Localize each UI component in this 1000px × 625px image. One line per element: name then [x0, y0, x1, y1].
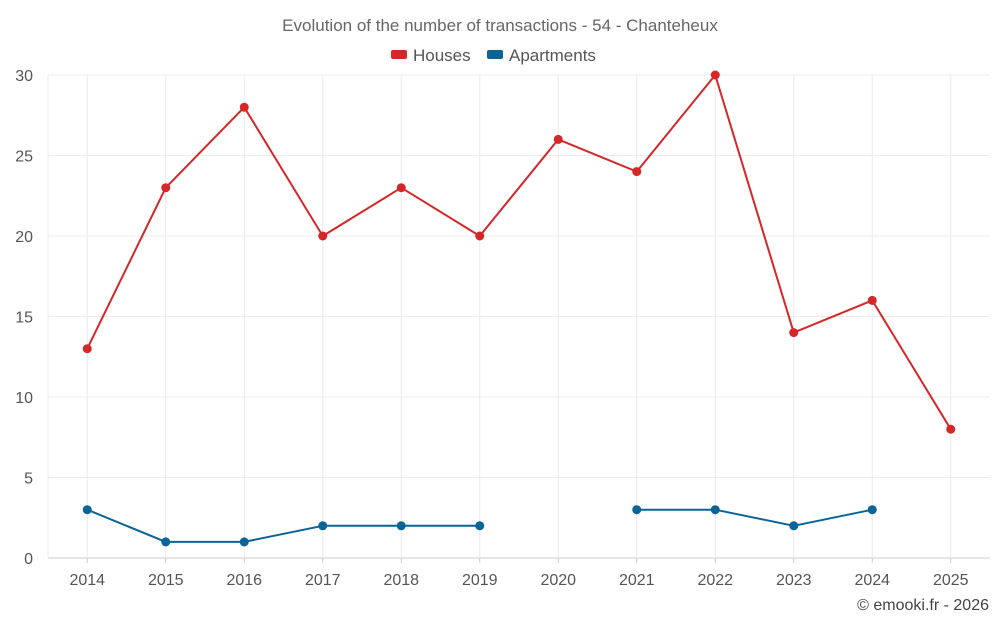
data-point[interactable] — [946, 424, 956, 434]
data-point[interactable] — [710, 70, 720, 80]
data-point[interactable] — [632, 505, 642, 515]
data-point[interactable] — [789, 521, 799, 531]
legend-swatch — [391, 50, 407, 59]
y-tick-label: 25 — [15, 149, 33, 166]
data-point[interactable] — [161, 183, 171, 193]
legend-swatch — [487, 50, 503, 59]
grid — [47, 74, 990, 559]
data-point[interactable] — [632, 167, 642, 177]
x-tick-label: 2024 — [854, 572, 890, 589]
data-point[interactable] — [396, 183, 406, 193]
data-point[interactable] — [789, 328, 799, 338]
data-point[interactable] — [867, 505, 877, 515]
x-tick-label: 2025 — [933, 572, 969, 589]
data-point[interactable] — [396, 521, 406, 531]
x-tick-label: 2014 — [69, 572, 105, 589]
data-point[interactable] — [475, 231, 485, 241]
data-point[interactable] — [239, 537, 249, 547]
data-point[interactable] — [82, 344, 92, 354]
series-line — [86, 508, 480, 543]
x-tick-label: 2022 — [697, 572, 733, 589]
y-tick-label: 0 — [24, 551, 33, 568]
legend-item-apartments[interactable]: Apartments — [487, 46, 596, 65]
legend-label: Apartments — [509, 46, 596, 65]
data-point[interactable] — [161, 537, 171, 547]
data-point[interactable] — [553, 134, 563, 144]
data-point[interactable] — [710, 505, 720, 515]
y-tick-label: 5 — [24, 471, 33, 488]
y-tick-label: 10 — [15, 390, 33, 407]
data-point[interactable] — [318, 521, 328, 531]
x-tick-label: 2018 — [383, 572, 419, 589]
series-apartments — [82, 505, 877, 547]
x-axis: 2014 2015 2016 2017 2018 2019 2020 2021 2022 2023… — [69, 558, 969, 589]
x-tick-label: 2017 — [305, 572, 341, 589]
x-tick-label: 2020 — [540, 572, 576, 589]
legend-label: Houses — [413, 46, 471, 65]
x-tick-label: 2019 — [462, 572, 498, 589]
x-tick-label: 2015 — [148, 572, 184, 589]
legend[interactable]: Houses Apartments — [391, 46, 596, 65]
y-axis: 0 5 10 15 20 25 30 — [15, 68, 33, 568]
y-tick-label: 20 — [15, 229, 33, 246]
chart-title: Evolution of the number of transactions … — [282, 16, 718, 35]
y-tick-label: 30 — [15, 68, 33, 85]
data-point[interactable] — [239, 102, 249, 112]
series-line — [86, 74, 952, 430]
watermark: © emooki.fr - 2026 — [857, 597, 989, 614]
series-group — [82, 70, 956, 547]
y-tick-label: 15 — [15, 310, 33, 327]
x-tick-label: 2023 — [776, 572, 812, 589]
x-tick-label: 2016 — [226, 572, 262, 589]
x-tick-label: 2021 — [619, 572, 655, 589]
series-line — [636, 508, 873, 527]
legend-item-houses[interactable]: Houses — [391, 46, 471, 65]
series-houses — [82, 70, 956, 434]
data-point[interactable] — [867, 295, 877, 305]
data-point[interactable] — [475, 521, 485, 531]
data-point[interactable] — [82, 505, 92, 515]
data-point[interactable] — [318, 231, 328, 241]
